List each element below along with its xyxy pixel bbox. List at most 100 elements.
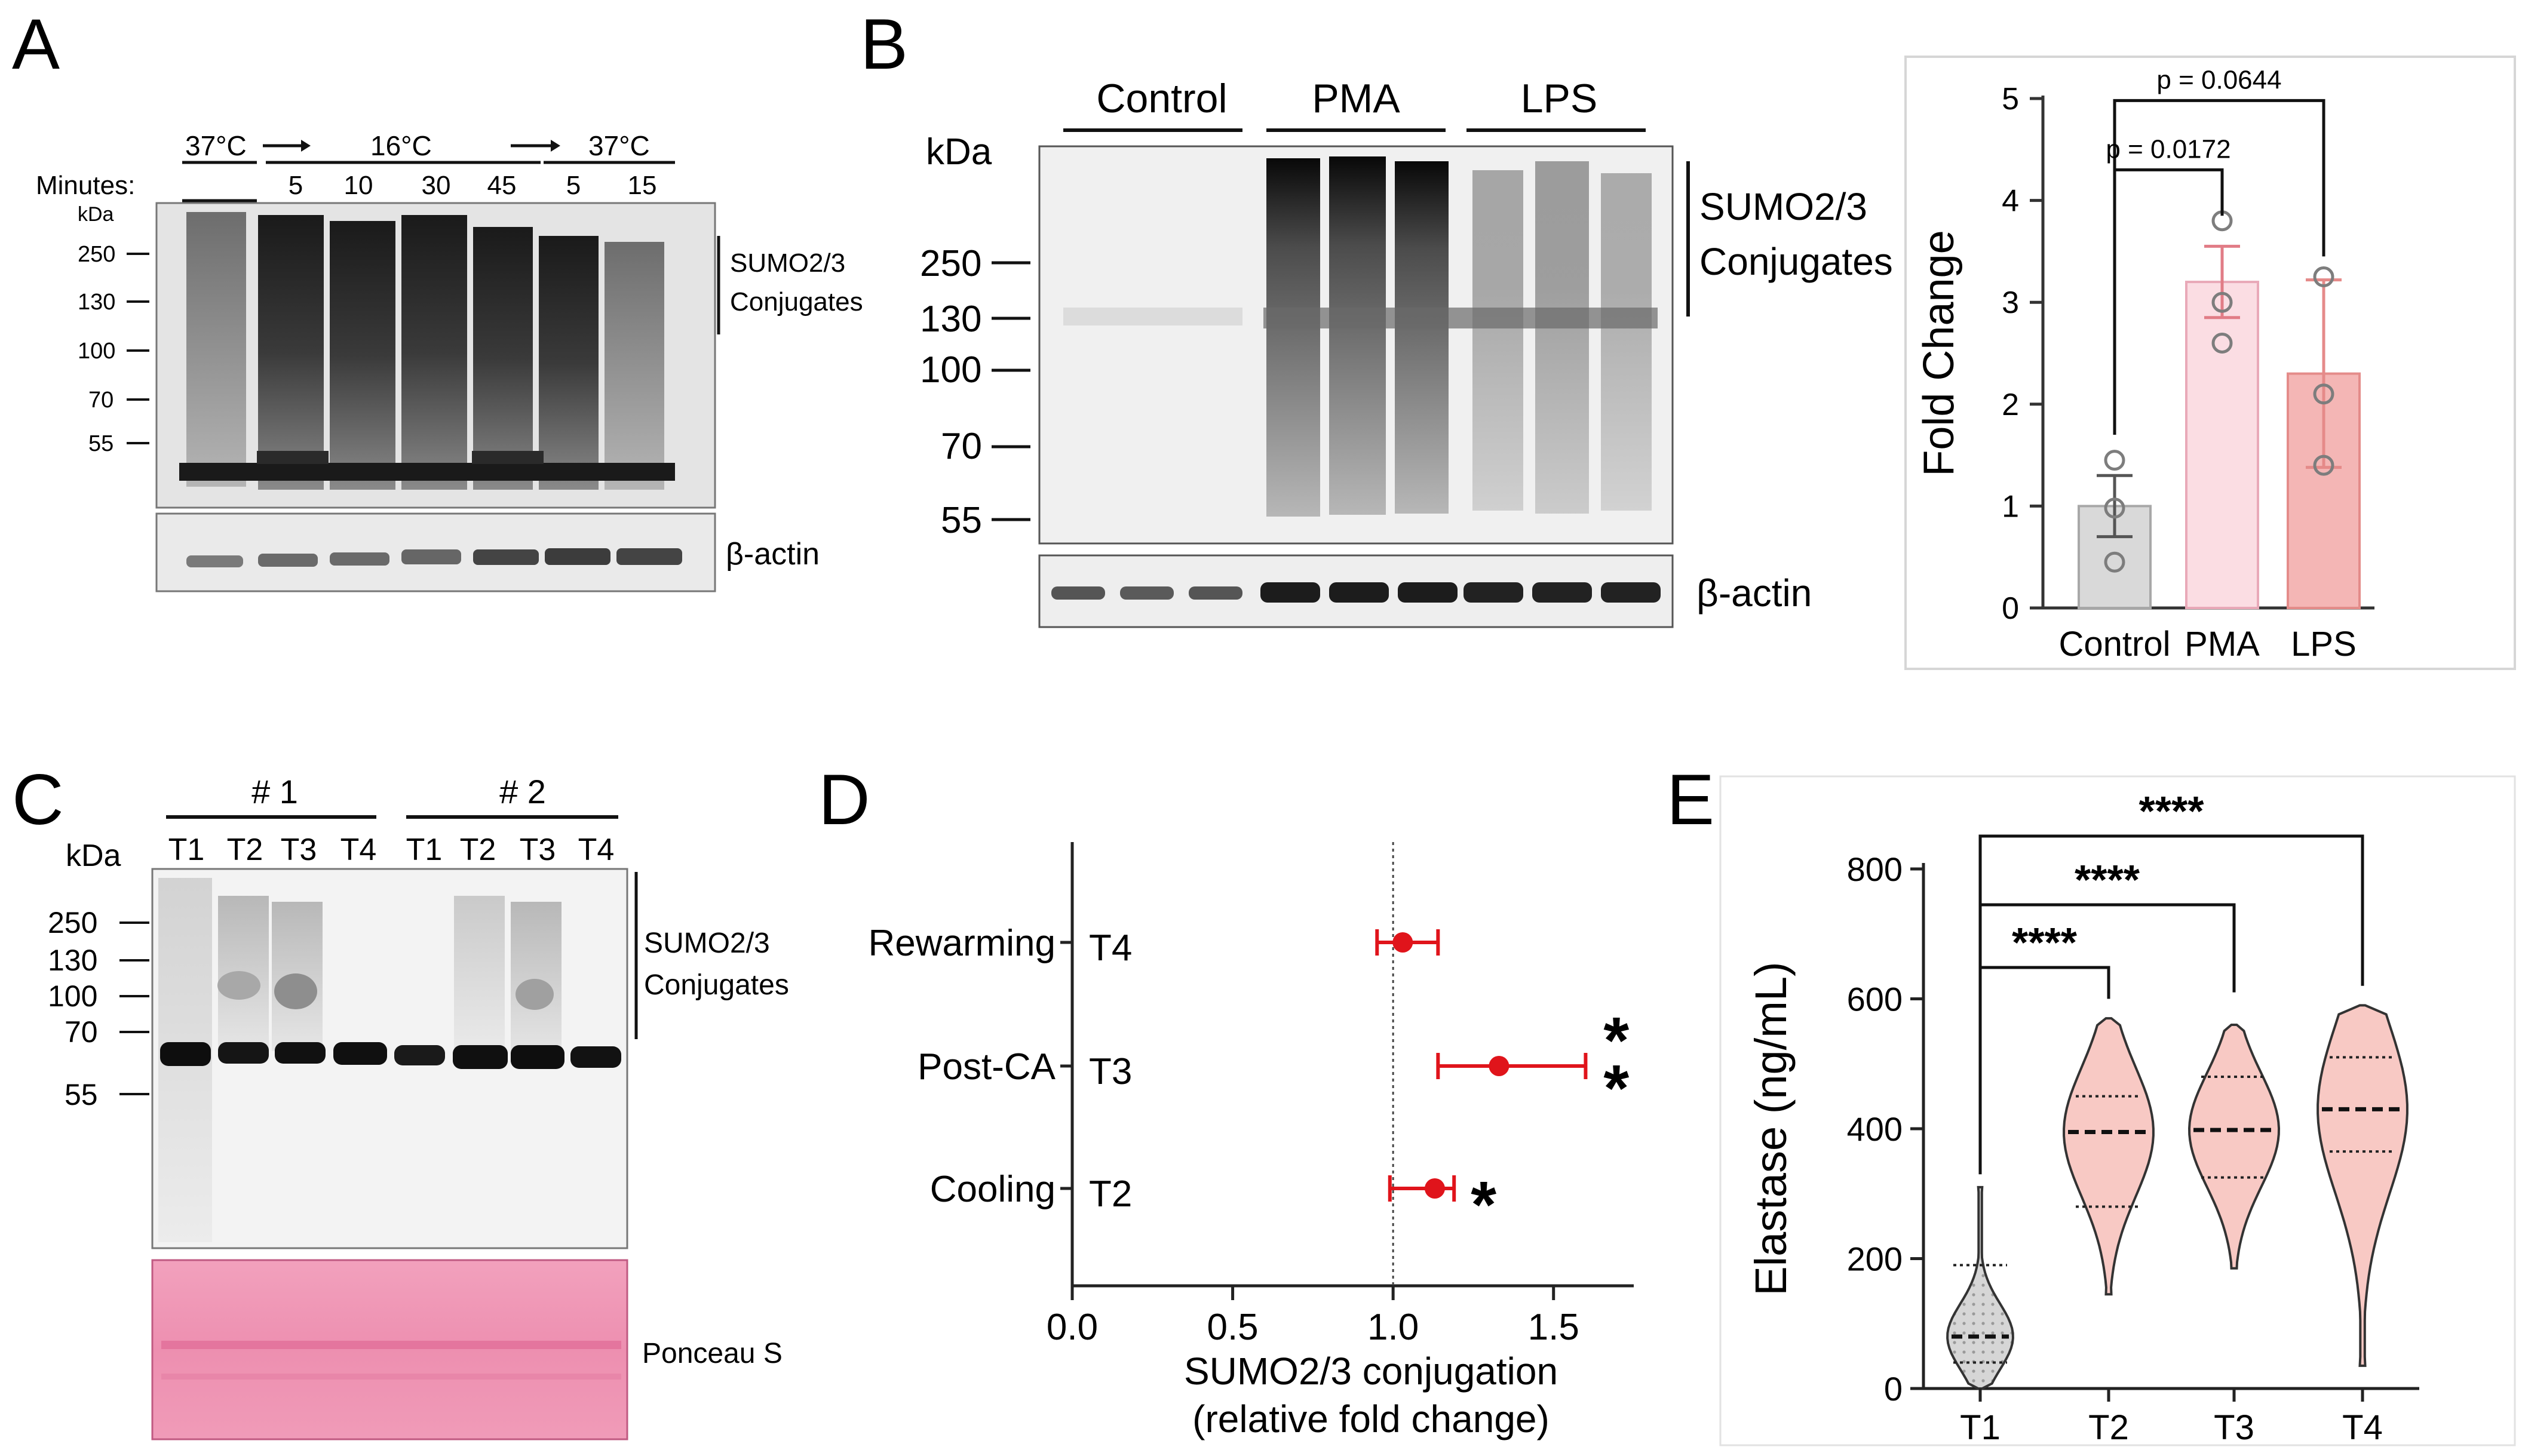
marker-c-70: 70 — [65, 1015, 98, 1049]
panel-e: E 0 200 400 600 800 Elastase (ng/mL) T1 T2 T3 T4 *… — [1667, 760, 2516, 1447]
group-label-control: Control — [1096, 76, 1227, 121]
p-value-b-lps: p = 0.0644 — [2156, 65, 2281, 94]
blot-b-actin — [1038, 554, 1674, 628]
y-tick-label-e-0: 0 — [1884, 1370, 1903, 1408]
kda-label-b: kDa — [926, 131, 992, 173]
minute-5b: 5 — [566, 171, 581, 200]
sig-label-e-2: **** — [2075, 856, 2140, 903]
minute-15: 15 — [628, 171, 657, 200]
marker-c-55: 55 — [65, 1078, 98, 1111]
bracket-label-a-line1: SUMO2/3 — [730, 248, 845, 278]
marker-b-55: 55 — [941, 500, 982, 541]
lane-labels-c: T1 T2 T3 T4 T1 T2 T3 T4 — [168, 833, 615, 867]
y-tick-label-e-2: 400 — [1847, 1110, 1903, 1148]
minute-30: 30 — [422, 171, 451, 200]
panel-letter-d: D — [818, 760, 870, 840]
group-label-c1: # 1 — [251, 773, 298, 810]
minutes-label: Minutes: — [36, 171, 135, 200]
sig-bracket-b-pma — [2113, 168, 2224, 435]
arrow-head-2 — [551, 140, 560, 152]
kda-label-a: kDa — [78, 203, 114, 226]
violin-e-t3 — [2187, 1024, 2281, 1270]
y-tick-label-e-1: 200 — [1847, 1240, 1903, 1278]
marker-a-250: 250 — [78, 242, 115, 267]
violin-e-t1 — [1946, 1185, 2014, 1390]
timepoint-label-d-1: T3 — [1089, 1051, 1132, 1092]
minute-45: 45 — [487, 171, 517, 200]
data-point-b-pma-2 — [2211, 291, 2233, 313]
point-estimate-d-0 — [1392, 932, 1413, 953]
blot-c-sumo — [151, 868, 628, 1249]
marker-a-100: 100 — [78, 339, 115, 364]
actin-label-a: β-actin — [726, 537, 820, 572]
sig-label-e-1: **** — [2012, 919, 2078, 966]
marker-b-100: 100 — [920, 349, 981, 391]
x-tick-label-e-t2: T2 — [2088, 1408, 2129, 1447]
actin-label-b: β-actin — [1696, 572, 1812, 615]
chart-e: 0 200 400 600 800 Elastase (ng/mL) T1 T2 T3 T4 ***… — [1746, 788, 2419, 1447]
panel-c: C # 1 # 2 kDa T1 T2 T3 T4 T1 T2 T3 T4 250 130 1… — [12, 760, 789, 1440]
y-tick-label-b-0: 0 — [2002, 591, 2019, 626]
ponceau-stain — [151, 1259, 628, 1440]
data-point-b-lps-1 — [2313, 266, 2334, 288]
data-point-b-lps-3 — [2313, 454, 2334, 476]
y-tick-label-e-4: 800 — [1847, 850, 1903, 888]
timepoint-label-d-0: T4 — [1089, 927, 1132, 969]
significance-d-1-b: * — [1603, 1052, 1629, 1125]
y-tick-label-e-3: 600 — [1847, 981, 1903, 1018]
category-label-d-0: Rewarming — [868, 923, 1056, 964]
significance-d-2: * — [1471, 1168, 1496, 1242]
marker-a-55: 55 — [88, 431, 113, 456]
temp-label-37c-start: 37°C — [185, 130, 247, 161]
y-axis-title-e: Elastase (ng/mL) — [1746, 962, 1796, 1295]
point-estimate-d-1 — [1489, 1056, 1509, 1076]
panel-letter-c: C — [12, 760, 64, 840]
y-tick-label-b-2: 2 — [2002, 388, 2019, 422]
x-tick-label-d-1: 0.5 — [1207, 1307, 1258, 1348]
bracket-label-b-line1: SUMO2/3 — [1699, 185, 1867, 228]
lane-label-c-8: T4 — [578, 833, 615, 867]
category-label-d-2: Cooling — [930, 1169, 1056, 1210]
marker-c-130: 130 — [48, 944, 97, 977]
panel-a: A 37°C 16°C 37°C Minutes: 5 10 30 45 5 1… — [12, 4, 863, 592]
panel-b: B Control PMA LPS kDa 250 130 100 70 55 — [860, 4, 2516, 670]
p-value-b-pma: p = 0.0172 — [2106, 134, 2230, 164]
bracket-label-c-line2: Conjugates — [644, 969, 789, 1001]
x-tick-label-b-pma: PMA — [2184, 625, 2260, 664]
sig-bracket-b-lps — [2113, 99, 2325, 257]
chart-b: 0 1 2 3 4 5 Fold Change Control PMA LPS p = 0.0172… — [1915, 65, 2374, 664]
x-tick-label-e-t1: T1 — [1960, 1408, 2001, 1447]
y-tick-label-b-5: 5 — [2002, 82, 2019, 116]
minute-10: 10 — [344, 171, 373, 200]
x-tick-label-b-control: Control — [2059, 625, 2171, 664]
marker-c-100: 100 — [48, 979, 97, 1013]
x-axis-title-d-line1: SUMO2/3 conjugation — [1184, 1350, 1558, 1393]
sig-bracket-e-3 — [1978, 834, 2364, 1175]
y-axis-title-b: Fold Change — [1915, 230, 1963, 476]
x-tick-label-b-lps: LPS — [2291, 625, 2357, 664]
timepoint-label-d-2: T2 — [1089, 1174, 1132, 1215]
panel-letter-b: B — [860, 4, 908, 84]
lane-label-c-1: T1 — [168, 833, 205, 867]
marker-a-70: 70 — [88, 388, 113, 413]
y-tick-label-b-3: 3 — [2002, 285, 2019, 320]
point-estimate-d-2 — [1424, 1178, 1445, 1199]
panel-letter-a: A — [12, 4, 60, 84]
lane-label-c-3: T3 — [281, 833, 317, 867]
bracket-label-c-line1: SUMO2/3 — [644, 927, 770, 959]
group-label-c2: # 2 — [499, 773, 546, 810]
data-point-b-pma-3 — [2211, 332, 2233, 354]
lane-label-c-5: T1 — [406, 833, 443, 867]
temp-label-16c: 16°C — [370, 130, 432, 161]
y-tick-label-b-1: 1 — [2002, 489, 2019, 524]
bracket-label-b-line2: Conjugates — [1699, 240, 1893, 283]
x-tick-label-d-3: 1.5 — [1528, 1307, 1579, 1348]
marker-b-130: 130 — [920, 299, 981, 340]
violin-e-t4 — [2317, 1004, 2409, 1367]
group-label-pma: PMA — [1312, 76, 1400, 121]
x-axis-title-d-line2: (relative fold change) — [1192, 1397, 1550, 1440]
bracket-label-a-line2: Conjugates — [730, 287, 863, 317]
lane-label-c-7: T3 — [520, 833, 556, 867]
